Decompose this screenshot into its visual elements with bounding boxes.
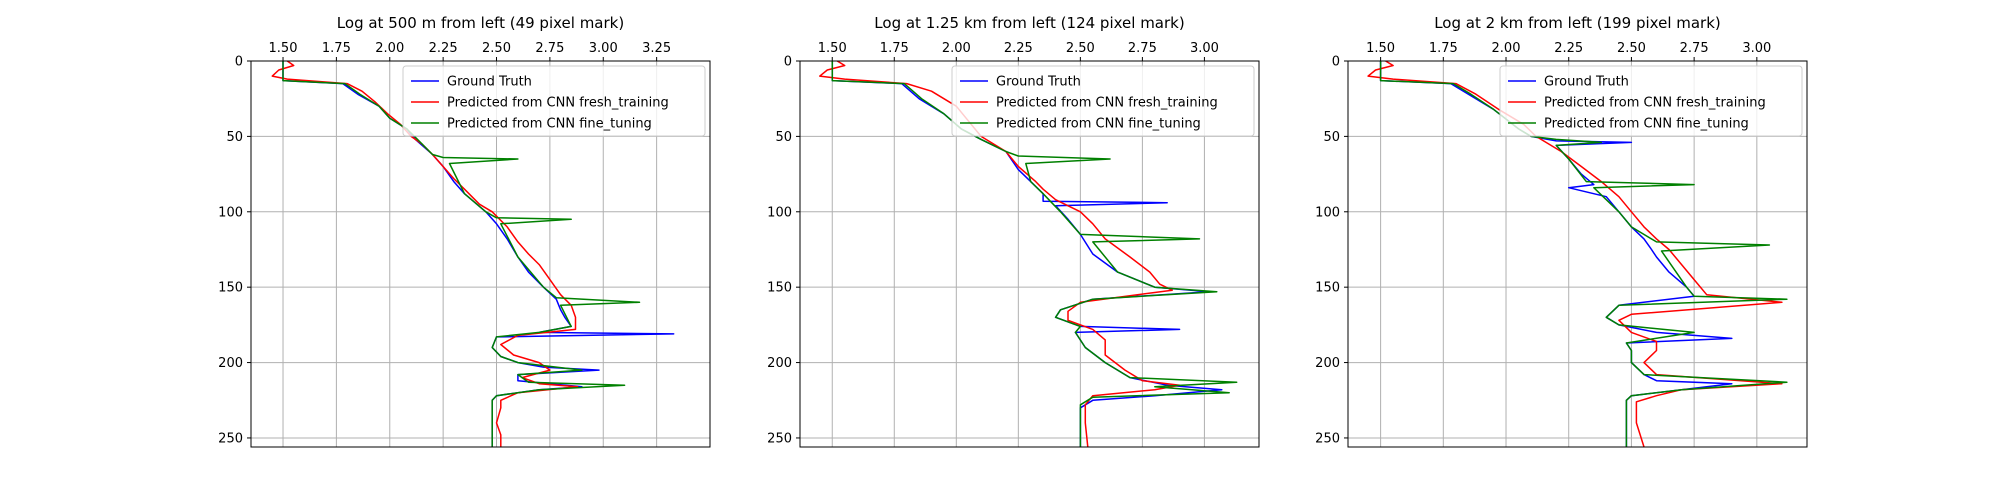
x-tick-label: 1.75 [322,41,351,56]
legend-label: Predicted from CNN fresh_training [996,96,1218,111]
y-tick-label: 200 [767,356,792,371]
x-tick-label: 2.75 [1680,41,1709,56]
x-tick-label: 3.00 [1190,41,1219,56]
series-line-fresh-training [819,61,1181,447]
legend: Ground Truth Predicted from CNN fresh_tra… [951,65,1255,137]
y-tick-label: 0 [235,55,243,70]
legend-label: Ground Truth [996,75,1081,90]
axes-frame [1347,60,1808,448]
x-tick-label: 2.25 [1554,41,1583,56]
y-tick-label: 0 [1332,55,1340,70]
x-tick-label: 1.50 [269,41,298,56]
legend-label: Ground Truth [1544,75,1629,90]
legend-box [1499,65,1803,137]
legend-label: Predicted from CNN fresh_training [1544,96,1766,111]
panel-title: Log at 1.25 km from left (124 pixel mark… [874,14,1184,32]
legend-box [402,65,706,137]
x-tick-label: 2.75 [1128,41,1157,56]
y-tick-label: 150 [218,281,243,296]
legend-label: Predicted from CNN fine_tuning [447,117,652,132]
x-tick-label: 2.50 [1066,41,1095,56]
legend: Ground Truth Predicted from CNN fresh_tra… [1499,65,1803,137]
y-tick-label: 50 [1323,130,1340,145]
x-tick-label: 1.75 [880,41,909,56]
y-tick-label: 150 [767,281,792,296]
y-tick-label: 50 [775,130,792,145]
y-tick-label: 150 [1315,281,1340,296]
panel-1: Log at 500 m from left (49 pixel mark) 1… [218,14,711,448]
series-line-fresh-training [271,61,579,447]
x-tick-label: 2.00 [375,41,404,56]
legend-label: Ground Truth [447,75,532,90]
x-tick-label: 1.50 [818,41,847,56]
x-tick-label: 1.75 [1429,41,1458,56]
y-tick-label: 0 [784,55,792,70]
legend-box [951,65,1255,137]
legend-label: Predicted from CNN fine_tuning [1544,117,1749,132]
y-tick-label: 100 [218,205,243,220]
panel-title: Log at 500 m from left (49 pixel mark) [337,14,624,32]
y-tick-label: 250 [1315,431,1340,446]
x-tick-label: 2.50 [1617,41,1646,56]
y-tick-label: 100 [1315,205,1340,220]
legend: Ground Truth Predicted from CNN fresh_tra… [402,65,706,137]
x-tick-label: 3.25 [642,41,671,56]
y-tick-label: 200 [218,356,243,371]
y-tick-label: 50 [226,130,243,145]
x-tick-label: 3.00 [589,41,618,56]
legend-label: Predicted from CNN fine_tuning [996,117,1201,132]
x-tick-label: 2.25 [1004,41,1033,56]
x-tick-label: 2.00 [942,41,971,56]
y-tick-label: 250 [767,431,792,446]
axes-frame [250,60,711,448]
axes-frame [799,60,1260,448]
y-tick-label: 200 [1315,356,1340,371]
y-tick-label: 100 [767,205,792,220]
panel-2: Log at 1.25 km from left (124 pixel mark… [767,14,1260,448]
x-tick-label: 3.00 [1742,41,1771,56]
x-tick-label: 2.00 [1492,41,1521,56]
y-tick-label: 250 [218,431,243,446]
x-tick-label: 2.25 [429,41,458,56]
x-tick-label: 2.50 [482,41,511,56]
x-tick-label: 2.75 [535,41,564,56]
panel-3: Log at 2 km from left (199 pixel mark) 1… [1315,14,1808,448]
legend-label: Predicted from CNN fresh_training [447,96,669,111]
panel-title: Log at 2 km from left (199 pixel mark) [1434,14,1721,32]
x-tick-label: 1.50 [1366,41,1395,56]
